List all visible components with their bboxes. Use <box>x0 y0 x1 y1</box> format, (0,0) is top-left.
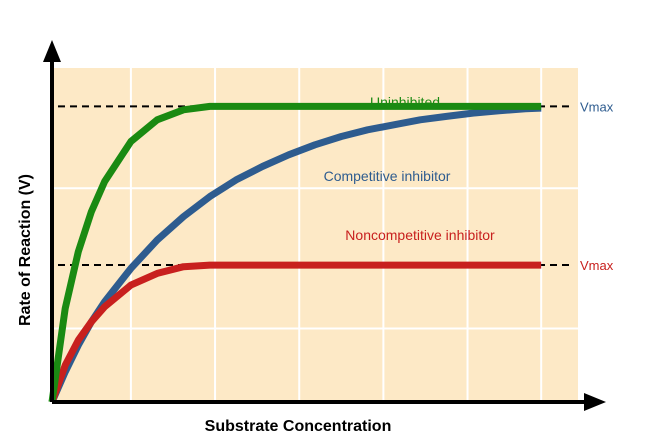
series-label: Uninhibited <box>370 94 440 110</box>
y-axis-label: Rate of Reaction (V) <box>17 174 34 326</box>
series-labels: Vmax Vmax Uninhibited Competitive inhibitor… <box>324 94 614 273</box>
x-axis-label: Substrate Concentration <box>205 418 392 435</box>
series-label: Competitive inhibitor <box>324 168 451 184</box>
series-lines <box>48 102 542 404</box>
series-label: Noncompetitive inhibitor <box>345 227 495 243</box>
vmax-label: Vmax <box>580 99 614 114</box>
vmax-label: Vmax <box>580 258 614 273</box>
x-axis-arrowhead <box>584 393 606 411</box>
plot-background <box>52 68 578 402</box>
series-line <box>48 102 542 403</box>
axes <box>43 40 606 411</box>
series-line <box>48 261 542 404</box>
y-axis-arrowhead <box>43 40 61 62</box>
